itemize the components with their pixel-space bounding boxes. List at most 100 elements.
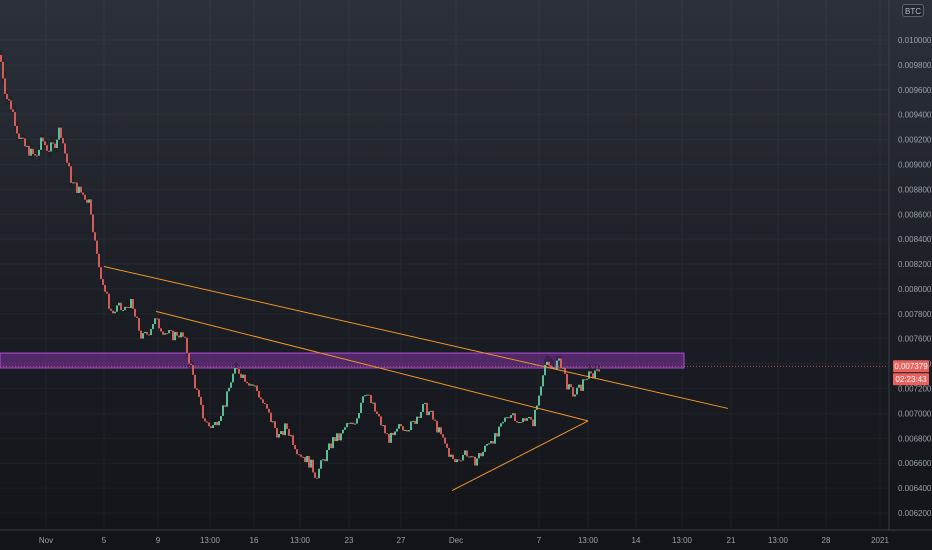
candle-up (344, 427, 346, 430)
trendline (103, 266, 729, 409)
candle-down (106, 291, 108, 294)
candle-down (308, 455, 310, 468)
candle-up (416, 416, 418, 424)
y-tick-label: 0.006200 (898, 509, 932, 518)
candle-down (18, 133, 20, 139)
candle-down (348, 423, 350, 425)
candle-up (336, 433, 338, 442)
candle-down (62, 137, 64, 144)
candle-down (406, 429, 408, 432)
candle-down (312, 459, 314, 473)
candle-up (142, 333, 144, 339)
candle-down (584, 379, 586, 381)
x-tick-label: 14 (632, 536, 641, 545)
trendlines (0, 266, 888, 492)
candle-up (280, 431, 282, 434)
candle-up (490, 441, 492, 444)
candle-up (420, 411, 422, 418)
currency-badge[interactable]: BTC (902, 4, 924, 17)
candle-up (58, 127, 60, 140)
candle-up (528, 416, 530, 419)
candle-down (86, 199, 88, 203)
candle-down (508, 417, 510, 419)
candle-down (172, 330, 174, 341)
candle-up (124, 306, 126, 311)
candle-up (340, 433, 342, 441)
candle-up (116, 305, 118, 312)
x-tick-label: 27 (397, 536, 406, 545)
candle-up (522, 418, 524, 423)
candle-down (84, 194, 86, 200)
candle-down (260, 397, 262, 400)
candle-down (170, 330, 172, 332)
x-tick-label: 13:00 (768, 536, 789, 545)
y-tick-label: 0.009600 (898, 86, 932, 95)
candle-down (374, 402, 376, 412)
candle-up (510, 415, 512, 418)
candle-down (100, 267, 102, 280)
candle-up (556, 360, 558, 370)
candle-down (256, 385, 258, 391)
candle-down (10, 100, 12, 110)
candle-up (306, 455, 308, 463)
candle-down (74, 182, 76, 184)
candle-down (202, 404, 204, 419)
candle-down (442, 434, 444, 438)
y-tick-label: 0.007200 (898, 385, 932, 394)
candle-down (286, 423, 288, 429)
y-tick-label: 0.007600 (898, 335, 932, 344)
candle-down (8, 99, 10, 101)
candle-down (98, 253, 100, 268)
y-tick-label: 0.008200 (898, 260, 932, 269)
candle-down (6, 93, 8, 100)
candle-down (54, 143, 56, 149)
x-tick-label: 13:00 (200, 536, 221, 545)
candle-up (588, 371, 590, 379)
candle-down (66, 153, 68, 163)
candle-down (532, 419, 534, 427)
candle-up (250, 384, 252, 386)
candle-down (110, 308, 112, 311)
candle-up (540, 386, 542, 396)
candle-down (126, 306, 128, 308)
candle-down (82, 192, 84, 195)
candle-down (206, 421, 208, 423)
candle-down (370, 395, 372, 404)
y-tick-label: 0.009800 (898, 61, 932, 70)
candle-down (288, 428, 290, 436)
candle-up (456, 459, 458, 463)
candle-down (248, 383, 250, 386)
candle-down (432, 410, 434, 420)
candle-up (594, 370, 596, 379)
countdown-badge (893, 373, 929, 386)
candle-down (60, 127, 62, 138)
candle-up (38, 149, 40, 156)
candle-down (564, 367, 566, 374)
candle-down (140, 330, 142, 339)
candle-up (342, 429, 344, 434)
candle-up (482, 451, 484, 457)
candle-down (524, 418, 526, 421)
candle-up (50, 142, 52, 152)
candle-down (316, 477, 318, 479)
candle-up (354, 423, 356, 425)
candle-down (204, 418, 206, 422)
candle-down (376, 411, 378, 414)
candle-up (358, 412, 360, 419)
candle-up (526, 418, 528, 421)
candle-up (542, 375, 544, 387)
y-tick-label: 0.009400 (898, 111, 932, 120)
candle-down (580, 384, 582, 391)
candle-down (268, 408, 270, 413)
candle-down (324, 459, 326, 462)
candle-up (518, 422, 520, 424)
candle-down (590, 371, 592, 374)
countdown-label: 02:23:43 (895, 375, 927, 384)
candle-down (352, 422, 354, 425)
candle-down (368, 394, 370, 396)
candle-up (462, 454, 464, 461)
candle-up (450, 454, 452, 457)
candle-down (570, 384, 572, 388)
candle-up (422, 404, 424, 412)
